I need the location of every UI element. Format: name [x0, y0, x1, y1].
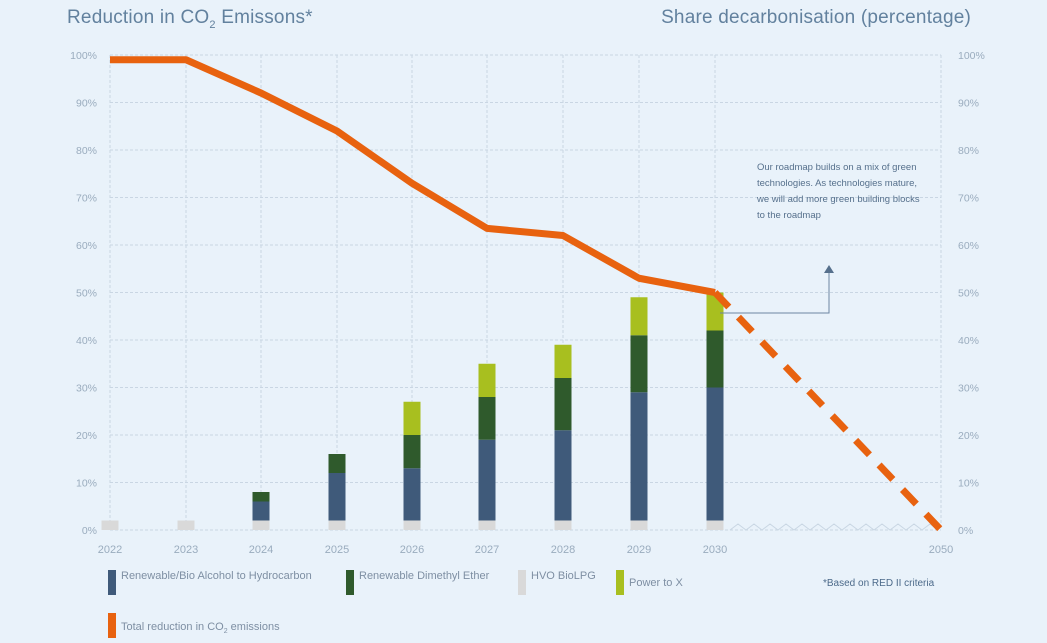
- bar-2024-series-0: [252, 520, 270, 530]
- bar-2024-series-2: [252, 492, 270, 502]
- y-tick-right-10: 100%: [958, 50, 985, 62]
- y-tick-right-9: 90%: [958, 98, 979, 110]
- bar-2028-series-2: [554, 378, 572, 431]
- bar-2028-series-1: [554, 430, 572, 521]
- legend-label-alcohol: Renewable/Bio Alcohol to Hydrocarbon: [121, 570, 312, 582]
- bar-2029-series-2: [630, 335, 648, 393]
- legend-swatch-alcohol: [108, 570, 116, 595]
- y-tick-left-0: 0%: [82, 525, 97, 537]
- y-tick-left-9: 90%: [76, 98, 97, 110]
- legend-label-total: Total reduction in CO2 emissions: [121, 621, 280, 636]
- bar-2030-series-1: [706, 387, 724, 521]
- x-tick-2025: 2025: [325, 544, 349, 556]
- bar-2030-series-0: [706, 520, 724, 530]
- bar-2026-series-3: [403, 401, 421, 435]
- bar-2027-series-1: [478, 439, 496, 521]
- y-tick-right-1: 10%: [958, 478, 979, 490]
- bar-2029-series-3: [630, 297, 648, 336]
- legend-item-alcohol: Renewable/Bio Alcohol to Hydrocarbon: [108, 570, 312, 595]
- legend-item-hvo: HVO BioLPG: [518, 570, 596, 595]
- bar-2025-series-1: [328, 473, 346, 521]
- bar-2026-series-2: [403, 435, 421, 469]
- y-tick-right-6: 60%: [958, 240, 979, 252]
- bar-2023-series-0: [177, 520, 195, 530]
- legend-item-dme: Renewable Dimethyl Ether: [346, 570, 489, 595]
- bar-2026-series-0: [403, 520, 421, 530]
- x-tick-2024: 2024: [249, 544, 273, 556]
- legend-item-ptx: Power to X: [616, 570, 683, 595]
- bar-2030-series-2: [706, 330, 724, 388]
- bar-2022-series-0: [101, 520, 119, 530]
- right-axis-title: Share decarbonisation (percentage): [661, 7, 971, 28]
- bar-2029-series-1: [630, 392, 648, 521]
- legend-label-dme: Renewable Dimethyl Ether: [359, 570, 490, 582]
- x-tick-2050: 2050: [929, 544, 953, 556]
- y-tick-left-7: 70%: [76, 193, 97, 205]
- reduction-line-solid: [110, 56, 716, 296]
- y-tick-right-7: 70%: [958, 193, 979, 205]
- axis-break: [729, 523, 939, 531]
- y-tick-left-4: 40%: [76, 335, 97, 347]
- y-tick-right-0: 0%: [958, 525, 973, 537]
- bar-2028-series-3: [554, 344, 572, 378]
- bar-2027-series-3: [478, 363, 496, 397]
- legend-swatch-ptx: [616, 570, 624, 595]
- y-tick-left-8: 80%: [76, 145, 97, 157]
- y-tick-left-6: 60%: [76, 240, 97, 252]
- y-tick-right-5: 50%: [958, 288, 979, 300]
- y-tick-left-1: 10%: [76, 478, 97, 490]
- x-tick-2026: 2026: [400, 544, 424, 556]
- footnote: *Based on RED II criteria: [823, 578, 935, 589]
- bar-2027-series-0: [478, 520, 496, 530]
- legend-swatch-hvo: [518, 570, 526, 595]
- annotation-arrow-icon: [824, 265, 834, 273]
- x-tick-2029: 2029: [627, 544, 651, 556]
- bar-2025-series-0: [328, 520, 346, 530]
- legend-item-total: Total reduction in CO2 emissions: [108, 613, 280, 638]
- annotation-connector: [720, 273, 830, 314]
- y-tick-left-5: 50%: [76, 288, 97, 300]
- bar-2027-series-2: [478, 397, 496, 440]
- legend-swatch-total: [108, 613, 116, 638]
- y-tick-right-4: 40%: [958, 335, 979, 347]
- y-tick-left-10: 100%: [70, 50, 97, 62]
- reduction-line-dashed: [712, 290, 944, 533]
- roadmap-note: Our roadmap builds on a mix of green tec…: [757, 162, 920, 221]
- legend-label-ptx: Power to X: [629, 577, 683, 589]
- bar-2024-series-1: [252, 501, 270, 521]
- bar-2025-series-2: [328, 454, 346, 473]
- x-tick-2027: 2027: [475, 544, 499, 556]
- x-tick-2022: 2022: [98, 544, 122, 556]
- x-tick-2030: 2030: [703, 544, 727, 556]
- y-tick-right-2: 20%: [958, 430, 979, 442]
- y-tick-left-2: 20%: [76, 430, 97, 442]
- left-axis-title: Reduction in CO2 Emissons*: [67, 7, 313, 31]
- legend-label-hvo: HVO BioLPG: [531, 570, 596, 582]
- bar-2029-series-0: [630, 520, 648, 530]
- x-tick-2028: 2028: [551, 544, 575, 556]
- bar-2026-series-1: [403, 468, 421, 521]
- legend-swatch-dme: [346, 570, 354, 595]
- y-tick-left-3: 30%: [76, 383, 97, 395]
- y-tick-right-3: 30%: [958, 383, 979, 395]
- x-tick-2023: 2023: [174, 544, 198, 556]
- y-tick-right-8: 80%: [958, 145, 979, 157]
- bar-2028-series-0: [554, 520, 572, 530]
